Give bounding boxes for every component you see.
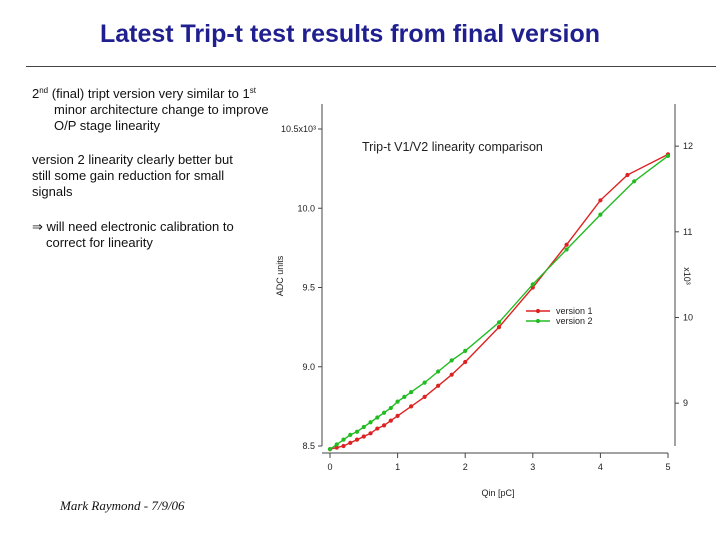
- series-2-point: [354, 429, 360, 434]
- footer-author-date: Mark Raymond - 7/9/06: [60, 498, 185, 513]
- series-2-point: [375, 415, 380, 420]
- series-2-point: [463, 348, 468, 353]
- chart-series: [327, 152, 671, 452]
- bullet-calibration-line1: ⇒ will need electronic calibration to: [32, 219, 234, 234]
- series-2-point: [409, 390, 414, 395]
- series-1-point: [449, 372, 454, 377]
- slide-title: Latest Trip-t test results from final ve…: [99, 20, 601, 48]
- series-1-point: [375, 426, 380, 431]
- y-tick-label: 9.5: [302, 283, 315, 293]
- series-2-point: [334, 442, 339, 447]
- y-tick-label: 10.0: [297, 203, 315, 213]
- series-1-point: [388, 418, 393, 423]
- bullet-architecture: 2nd (final) tript version very similar t…: [32, 86, 302, 134]
- series-2-point: [564, 247, 569, 252]
- bullet-architecture-line1: 2nd (final) tript version very similar t…: [32, 86, 256, 101]
- y-tick-label: 8.5: [302, 441, 315, 451]
- series-1-point: [625, 172, 630, 178]
- y2-tick-label: 10: [683, 312, 693, 322]
- legend-marker-1: [535, 308, 541, 314]
- y2-tick-label: 9: [683, 398, 688, 408]
- bullet-calibration: ⇒ will need electronic calibration to co…: [32, 219, 272, 251]
- series-1-point: [564, 242, 569, 247]
- series-1-point: [409, 404, 414, 409]
- series-2: [327, 153, 671, 452]
- series-2-point: [436, 369, 441, 374]
- series-1-point: [348, 440, 353, 445]
- x-tick-label: 3: [530, 462, 535, 472]
- series-1-point: [598, 198, 603, 203]
- chart-axes: [318, 104, 679, 458]
- series-2-point: [368, 420, 373, 425]
- y-tick-label: 10.5x10³: [281, 124, 316, 134]
- series-2-point: [449, 358, 454, 363]
- bullet-linearity-line2: still some gain reduction for small: [32, 168, 225, 183]
- series-2-point: [361, 424, 366, 430]
- legend-label-1: version 1: [556, 306, 593, 316]
- series-line-2: [329, 155, 669, 450]
- bullet-linearity: version 2 linearity clearly better but s…: [32, 152, 272, 200]
- series-2-point: [327, 447, 333, 452]
- series-1-point: [361, 434, 366, 439]
- series-2-point: [341, 437, 346, 442]
- implies-arrow-icon: ⇒: [32, 219, 43, 234]
- series-1-point: [334, 445, 339, 450]
- y2-tick-label: 11: [683, 227, 692, 237]
- x-tick-label: 2: [463, 462, 468, 472]
- y-axis-label: ADC units: [275, 255, 285, 296]
- series-2-point: [381, 410, 387, 415]
- bullet-linearity-line1: version 2 linearity clearly better but: [32, 152, 233, 167]
- series-2-point: [665, 153, 671, 159]
- x-tick-label: 0: [327, 462, 332, 472]
- series-1-point: [395, 413, 400, 418]
- bullet-calibration-line2: correct for linearity: [46, 235, 153, 250]
- series-1-point: [341, 443, 346, 449]
- chart-title: Trip-t V1/V2 linearity comparison: [362, 140, 543, 154]
- title-divider: [26, 66, 716, 67]
- series-1-point: [496, 325, 502, 330]
- series-2-point: [530, 282, 535, 287]
- series-1-point: [422, 394, 427, 399]
- x-tick-label: 4: [598, 462, 603, 472]
- bullet-architecture-line3: O/P stage linearity: [54, 118, 160, 133]
- series-1-point: [463, 359, 468, 365]
- series-1-point: [368, 431, 373, 436]
- series-1-point: [354, 437, 360, 442]
- chart-labels: 0 1 2 3 4 58.59.09.510.010.5x10³9101112Trip-t…: [275, 124, 693, 498]
- series-2-point: [388, 405, 393, 411]
- series-2-point: [598, 212, 603, 217]
- series-2-point: [395, 399, 400, 404]
- y2-tick-label: 12: [683, 141, 693, 151]
- legend-label-2: version 2: [556, 316, 593, 326]
- series-1-point: [436, 383, 441, 388]
- bullet-linearity-line3: signals: [32, 184, 73, 199]
- bullet-architecture-line2: minor architecture change to improve: [54, 102, 269, 117]
- x-tick-label: 1: [395, 462, 400, 472]
- y2-axis-label: x10³: [682, 267, 692, 285]
- series-2-point: [402, 394, 407, 399]
- series-1-point: [381, 423, 387, 428]
- series-2-point: [348, 432, 353, 438]
- series-2-point: [632, 179, 637, 184]
- y-tick-label: 9.0: [302, 362, 315, 372]
- series-2-point: [422, 380, 427, 385]
- x-tick-label: 5: [665, 462, 670, 472]
- legend-marker-2: [535, 318, 541, 324]
- series-2-point: [496, 320, 502, 325]
- x-axis-label: Qin [pC]: [481, 488, 514, 498]
